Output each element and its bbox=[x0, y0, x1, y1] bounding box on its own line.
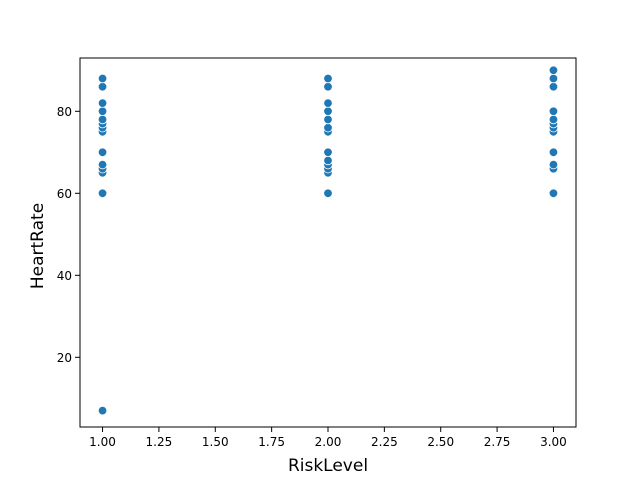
x-tick-label: 1.25 bbox=[146, 435, 173, 449]
scatter-point bbox=[323, 155, 333, 166]
scatter-point bbox=[323, 98, 333, 108]
scatter-point bbox=[548, 81, 559, 92]
scatter-point bbox=[97, 114, 108, 125]
x-tick-label: 1.75 bbox=[258, 435, 285, 449]
x-tick-label: 2.75 bbox=[484, 435, 511, 449]
y-tick-label: 40 bbox=[57, 269, 72, 283]
x-tick-label: 1.50 bbox=[202, 435, 229, 449]
scatter-point bbox=[548, 114, 559, 125]
scatter-point bbox=[323, 188, 333, 199]
scatter-point bbox=[548, 159, 559, 170]
x-tick-label: 2.50 bbox=[427, 435, 454, 449]
scatter-point bbox=[323, 147, 333, 158]
scatter-point bbox=[548, 147, 559, 158]
scatter-point bbox=[97, 147, 108, 158]
y-tick-label: 80 bbox=[57, 105, 72, 119]
scatter-point bbox=[97, 106, 108, 117]
x-tick-label: 1.00 bbox=[89, 435, 116, 449]
x-tick-label: 2.25 bbox=[371, 435, 398, 449]
scatter-point bbox=[548, 73, 559, 84]
scatter-point bbox=[323, 114, 333, 125]
scatter-point bbox=[323, 122, 333, 133]
scatter-point bbox=[97, 81, 108, 92]
scatter-point bbox=[548, 188, 559, 199]
scatter-point bbox=[548, 106, 559, 117]
scatter-point bbox=[548, 65, 559, 76]
scatter-point bbox=[97, 159, 108, 170]
y-tick-label: 60 bbox=[57, 187, 72, 201]
scatter-point bbox=[97, 98, 108, 108]
scatter-point bbox=[323, 81, 333, 92]
x-tick-label: 2.00 bbox=[315, 435, 342, 449]
scatter-point bbox=[323, 73, 333, 84]
scatter-point bbox=[97, 188, 108, 199]
plot-area: 1.00 1.25 1.50 1.75 2.00 2.25 2.50 2.75 3.00 20 40… bbox=[57, 57, 577, 449]
y-tick-label: 20 bbox=[57, 351, 72, 365]
scatter-point bbox=[97, 405, 108, 416]
x-axis-label: RiskLevel bbox=[288, 456, 368, 476]
scatter-point bbox=[323, 106, 333, 117]
y-axis-label: HeartRate bbox=[28, 203, 48, 289]
scatter-point bbox=[97, 73, 108, 84]
x-tick-label: 3.00 bbox=[540, 435, 567, 449]
